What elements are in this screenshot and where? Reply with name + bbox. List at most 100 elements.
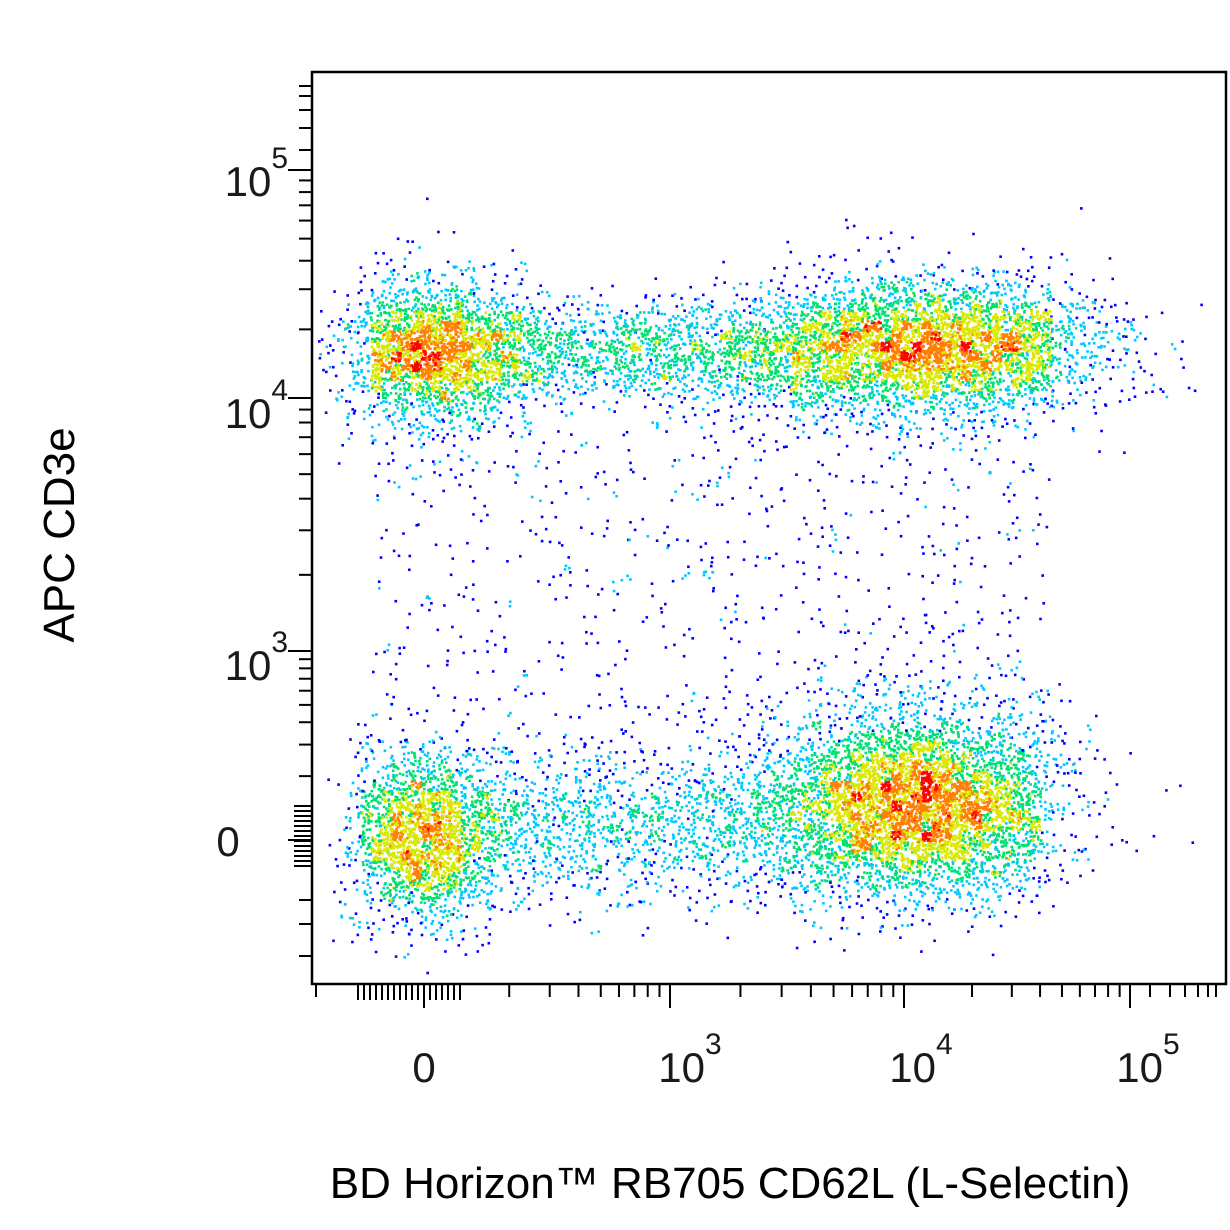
event-point xyxy=(926,385,930,389)
event-point xyxy=(467,341,470,344)
event-point xyxy=(854,341,858,344)
event-point xyxy=(819,346,823,349)
event-point xyxy=(881,351,884,355)
event-point xyxy=(1060,326,1064,330)
event-point xyxy=(1113,303,1117,307)
event-point xyxy=(950,426,953,430)
event-point xyxy=(1005,333,1009,336)
event-point xyxy=(1068,286,1072,289)
event-point xyxy=(346,423,350,426)
event-point xyxy=(1061,305,1064,309)
event-point xyxy=(872,394,876,397)
event-point xyxy=(414,287,418,290)
event-point xyxy=(1011,346,1015,350)
event-point xyxy=(399,338,402,341)
event-point xyxy=(418,292,422,295)
event-point xyxy=(873,370,876,374)
event-point xyxy=(428,271,431,275)
event-point xyxy=(843,358,847,361)
event-point xyxy=(777,287,780,290)
event-point xyxy=(792,404,796,407)
event-point xyxy=(368,312,371,315)
event-point xyxy=(351,362,355,365)
event-point xyxy=(836,298,839,301)
event-point xyxy=(914,314,918,318)
event-point xyxy=(397,401,400,404)
event-point xyxy=(1019,382,1022,386)
event-point xyxy=(931,317,934,321)
event-point xyxy=(359,280,363,284)
event-point xyxy=(864,386,868,389)
event-point xyxy=(1030,358,1034,361)
event-point xyxy=(426,323,429,326)
event-point xyxy=(884,314,887,317)
event-point xyxy=(482,370,485,374)
event-point xyxy=(924,356,927,359)
event-point xyxy=(367,309,370,312)
event-point xyxy=(924,353,927,356)
event-point xyxy=(1193,389,1197,393)
event-point xyxy=(521,324,525,328)
event-point xyxy=(327,351,330,355)
event-point xyxy=(1032,387,1036,390)
event-point xyxy=(545,319,548,323)
event-point xyxy=(465,410,468,414)
event-point xyxy=(932,381,935,385)
event-point xyxy=(989,319,992,323)
event-point xyxy=(1042,293,1045,296)
event-point xyxy=(477,287,481,290)
event-point xyxy=(471,341,474,344)
event-point xyxy=(378,354,381,357)
event-point xyxy=(1028,321,1032,325)
event-point xyxy=(488,341,492,344)
event-point xyxy=(862,291,865,295)
event-point xyxy=(414,367,418,371)
event-point xyxy=(861,366,864,370)
event-point xyxy=(1022,294,1026,297)
event-point xyxy=(937,265,940,269)
event-point xyxy=(1050,363,1053,366)
event-point xyxy=(437,366,441,369)
event-point xyxy=(401,403,404,406)
event-point xyxy=(953,316,957,320)
event-point xyxy=(891,260,895,263)
event-point xyxy=(365,301,369,304)
event-point xyxy=(433,310,436,314)
event-point xyxy=(486,343,490,347)
event-point xyxy=(448,409,452,412)
event-point xyxy=(493,318,497,322)
event-point xyxy=(327,324,331,328)
event-point xyxy=(500,342,504,345)
event-point xyxy=(384,326,388,330)
event-point xyxy=(934,309,937,313)
event-point xyxy=(425,276,429,279)
event-point xyxy=(501,313,505,317)
event-point xyxy=(914,300,918,303)
event-point xyxy=(380,322,384,326)
event-point xyxy=(918,318,922,321)
event-point xyxy=(975,327,978,330)
event-point xyxy=(805,389,809,393)
event-point xyxy=(408,432,411,435)
event-point xyxy=(452,323,455,326)
event-point xyxy=(722,260,725,264)
event-point xyxy=(1065,258,1069,262)
event-point xyxy=(516,334,520,338)
event-point xyxy=(978,310,982,314)
event-point xyxy=(471,357,474,360)
event-point xyxy=(1067,315,1070,318)
event-point xyxy=(531,351,535,355)
event-point xyxy=(812,379,815,382)
event-point xyxy=(468,292,471,296)
event-point xyxy=(496,333,500,336)
event-point xyxy=(495,382,498,386)
event-point xyxy=(423,329,427,332)
event-point xyxy=(1018,283,1021,287)
event-point xyxy=(927,409,930,412)
event-point xyxy=(902,289,905,292)
event-point xyxy=(406,315,410,319)
event-point xyxy=(884,388,887,392)
event-point xyxy=(901,367,905,371)
event-point xyxy=(471,364,474,367)
event-point xyxy=(813,396,816,400)
